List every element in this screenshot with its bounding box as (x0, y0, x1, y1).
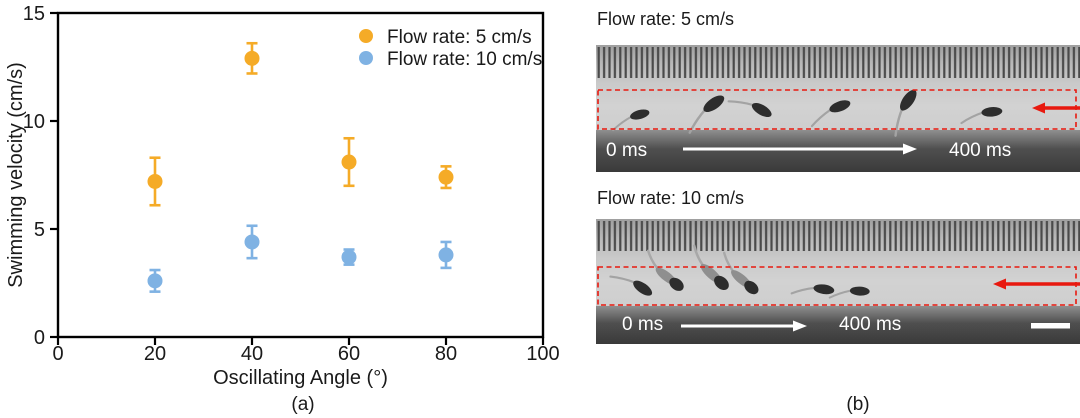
strip-2-graphic (596, 219, 1080, 344)
swimmer-body (829, 100, 851, 113)
x-axis-tick-label: 60 (338, 343, 360, 365)
swimmer (727, 100, 772, 117)
swimmer-tail (810, 108, 832, 128)
teeth-comb (596, 221, 1080, 251)
time-arrowhead (793, 320, 807, 332)
swimmer-tail (609, 275, 636, 284)
swimmer-body (813, 284, 835, 295)
strip-2-time-start: 0 ms (622, 314, 664, 335)
panel-b-caption: (b) (846, 394, 870, 415)
strip-2-image: 0 ms 400 ms (596, 219, 1080, 344)
data-point (341, 249, 357, 265)
swimmer (828, 286, 870, 299)
legend-marker (359, 51, 373, 65)
tracking-roi-box (597, 266, 1077, 306)
swimmer (894, 89, 917, 137)
strip-1-time-start: 0 ms (606, 140, 648, 161)
swimmer-head (744, 280, 759, 295)
strip-1-time-end: 400 ms (949, 140, 1012, 161)
swimmer-tail (894, 107, 904, 137)
data-point (341, 154, 357, 170)
bottom-band (596, 130, 1080, 172)
swimmer (723, 251, 759, 295)
data-point (438, 169, 454, 185)
legend-marker (359, 29, 373, 43)
scale-bar (1031, 323, 1070, 329)
y-axis-label: Swimming velocity (cm/s) (5, 62, 27, 288)
panel-a-caption: (a) (291, 394, 315, 415)
plot-frame (56, 11, 545, 339)
strip-1-image: 0 ms 400 ms (596, 45, 1080, 172)
swimmer-tail (960, 111, 984, 125)
flow-direction-arrowhead (993, 278, 1006, 290)
y-axis-tick-label: 15 (23, 3, 45, 25)
swimmer (790, 284, 835, 295)
teeth-comb (596, 47, 1080, 78)
x-axis-label: Oscillating Angle (°) (213, 367, 388, 389)
swimmer-body (899, 89, 917, 111)
swimmer (688, 95, 725, 134)
strip-2-title: Flow rate: 10 cm/s (597, 188, 745, 208)
data-point (438, 247, 454, 263)
y-axis-tick-label: 5 (34, 219, 45, 241)
time-arrowhead (903, 143, 917, 155)
swimmer (810, 100, 851, 128)
swimmer-body (630, 109, 650, 120)
swimmer-tail (688, 108, 707, 134)
swimmer-body (981, 107, 1003, 117)
swimmer (609, 275, 653, 296)
data-point (244, 234, 260, 250)
bottom-band (596, 306, 1080, 344)
swimmer-body (633, 280, 653, 296)
swimmer (646, 249, 684, 291)
data-point (147, 173, 163, 189)
flow-direction-arrowhead (1032, 102, 1045, 114)
strip-1-graphic (596, 45, 1080, 172)
strip-1-title: Flow rate: 5 cm/s (597, 9, 735, 29)
strip-2-time-end: 400 ms (839, 314, 902, 335)
data-point (147, 273, 163, 289)
x-axis-tick-label: 80 (435, 343, 457, 365)
x-axis-tick-label: 20 (144, 343, 166, 365)
y-axis-tick-label: 10 (23, 111, 45, 133)
swimmer (960, 107, 1003, 125)
swimmer-head (714, 275, 729, 291)
swimmer-body (703, 95, 725, 113)
panel-a-chart: 0 20 40 60 80 100 0 5 10 15 Oscillating Angle (°) S… (5, 3, 560, 389)
swimmer-head (669, 277, 684, 291)
x-axis-tick-label: 40 (241, 343, 263, 365)
x-axis-tick-label: 100 (526, 343, 559, 365)
data-point (244, 50, 260, 66)
swimmer-body (849, 286, 870, 296)
swimmer-tail (727, 100, 755, 107)
swimmer-body (751, 103, 772, 117)
legend-label: Flow rate: 5 cm/s (387, 27, 532, 48)
swimmer-tail (828, 289, 852, 299)
swimmer-tail (790, 286, 816, 295)
x-axis-tick-label: 0 (52, 343, 63, 365)
y-axis-tick-label: 0 (34, 327, 45, 349)
legend-label: Flow rate: 10 cm/s (387, 49, 542, 70)
